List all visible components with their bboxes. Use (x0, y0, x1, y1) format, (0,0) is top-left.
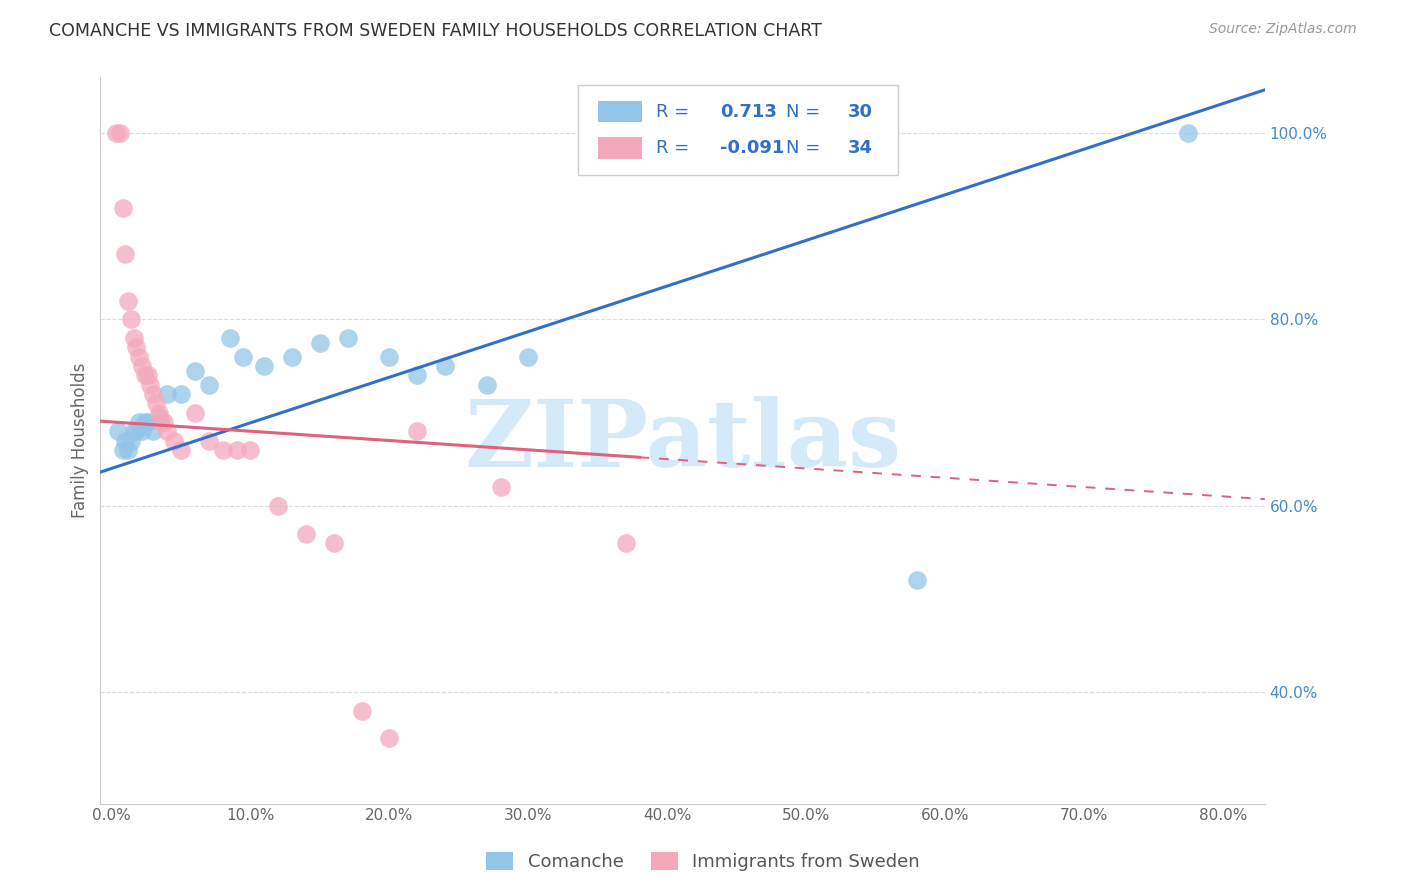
Point (197, 434, 219, 448)
Point (1177, 126, 1199, 140)
Point (336, 331, 359, 345)
Point (128, 350, 150, 364)
Point (131, 359, 153, 373)
Point (197, 377, 219, 392)
Text: ZIPatlas: ZIPatlas (464, 395, 901, 485)
Text: 30: 30 (848, 103, 873, 120)
Legend: Comanche, Immigrants from Sweden: Comanche, Immigrants from Sweden (479, 845, 927, 879)
Point (145, 396, 167, 410)
Point (114, 247, 136, 261)
Text: R =: R = (655, 103, 695, 120)
Point (120, 312, 142, 326)
Point (309, 335, 332, 350)
Point (378, 350, 401, 364)
Point (156, 424, 179, 438)
Point (907, 573, 929, 587)
Point (125, 424, 148, 438)
Point (150, 415, 173, 429)
Point (142, 424, 165, 438)
Text: COMANCHE VS IMMIGRANTS FROM SWEDEN FAMILY HOUSEHOLDS CORRELATION CHART: COMANCHE VS IMMIGRANTS FROM SWEDEN FAMIL… (49, 22, 823, 40)
Y-axis label: Family Households: Family Households (72, 363, 89, 518)
Point (267, 499, 290, 513)
FancyBboxPatch shape (598, 137, 643, 159)
Point (295, 526, 318, 541)
Point (114, 434, 136, 448)
FancyBboxPatch shape (598, 101, 643, 122)
Point (232, 350, 254, 364)
Point (184, 364, 207, 378)
Point (184, 406, 207, 420)
Point (614, 536, 637, 550)
Point (122, 424, 145, 438)
Point (281, 350, 304, 364)
Point (378, 731, 401, 746)
Point (406, 368, 429, 383)
Point (517, 350, 540, 364)
Point (139, 377, 162, 392)
Point (153, 415, 176, 429)
Point (433, 359, 456, 373)
Point (111, 201, 134, 215)
Point (225, 442, 247, 457)
Text: -0.091: -0.091 (720, 139, 785, 157)
Text: Source: ZipAtlas.com: Source: ZipAtlas.com (1209, 22, 1357, 37)
Point (322, 536, 344, 550)
Point (128, 415, 150, 429)
Point (111, 442, 134, 457)
Point (122, 331, 145, 345)
Text: N =: N = (786, 103, 827, 120)
Point (108, 126, 131, 140)
Point (156, 387, 179, 401)
Point (117, 442, 139, 457)
Point (163, 434, 186, 448)
Text: 34: 34 (848, 139, 873, 157)
Point (253, 359, 276, 373)
Point (136, 415, 159, 429)
Text: R =: R = (655, 139, 695, 157)
Point (148, 410, 170, 425)
Point (134, 368, 156, 383)
Point (211, 442, 233, 457)
Point (104, 126, 127, 140)
Point (239, 442, 262, 457)
Point (131, 424, 153, 438)
Point (120, 434, 142, 448)
Text: 0.713: 0.713 (720, 103, 776, 120)
Point (107, 424, 129, 438)
Text: N =: N = (786, 139, 827, 157)
Point (136, 368, 159, 383)
FancyBboxPatch shape (578, 85, 898, 176)
Point (117, 293, 139, 308)
Point (406, 424, 429, 438)
Point (142, 387, 165, 401)
Point (475, 377, 498, 392)
Point (218, 331, 240, 345)
Point (148, 406, 170, 420)
Point (170, 387, 193, 401)
Point (134, 415, 156, 429)
Point (489, 480, 512, 494)
Point (125, 340, 148, 354)
Point (350, 704, 373, 718)
Point (170, 442, 193, 457)
